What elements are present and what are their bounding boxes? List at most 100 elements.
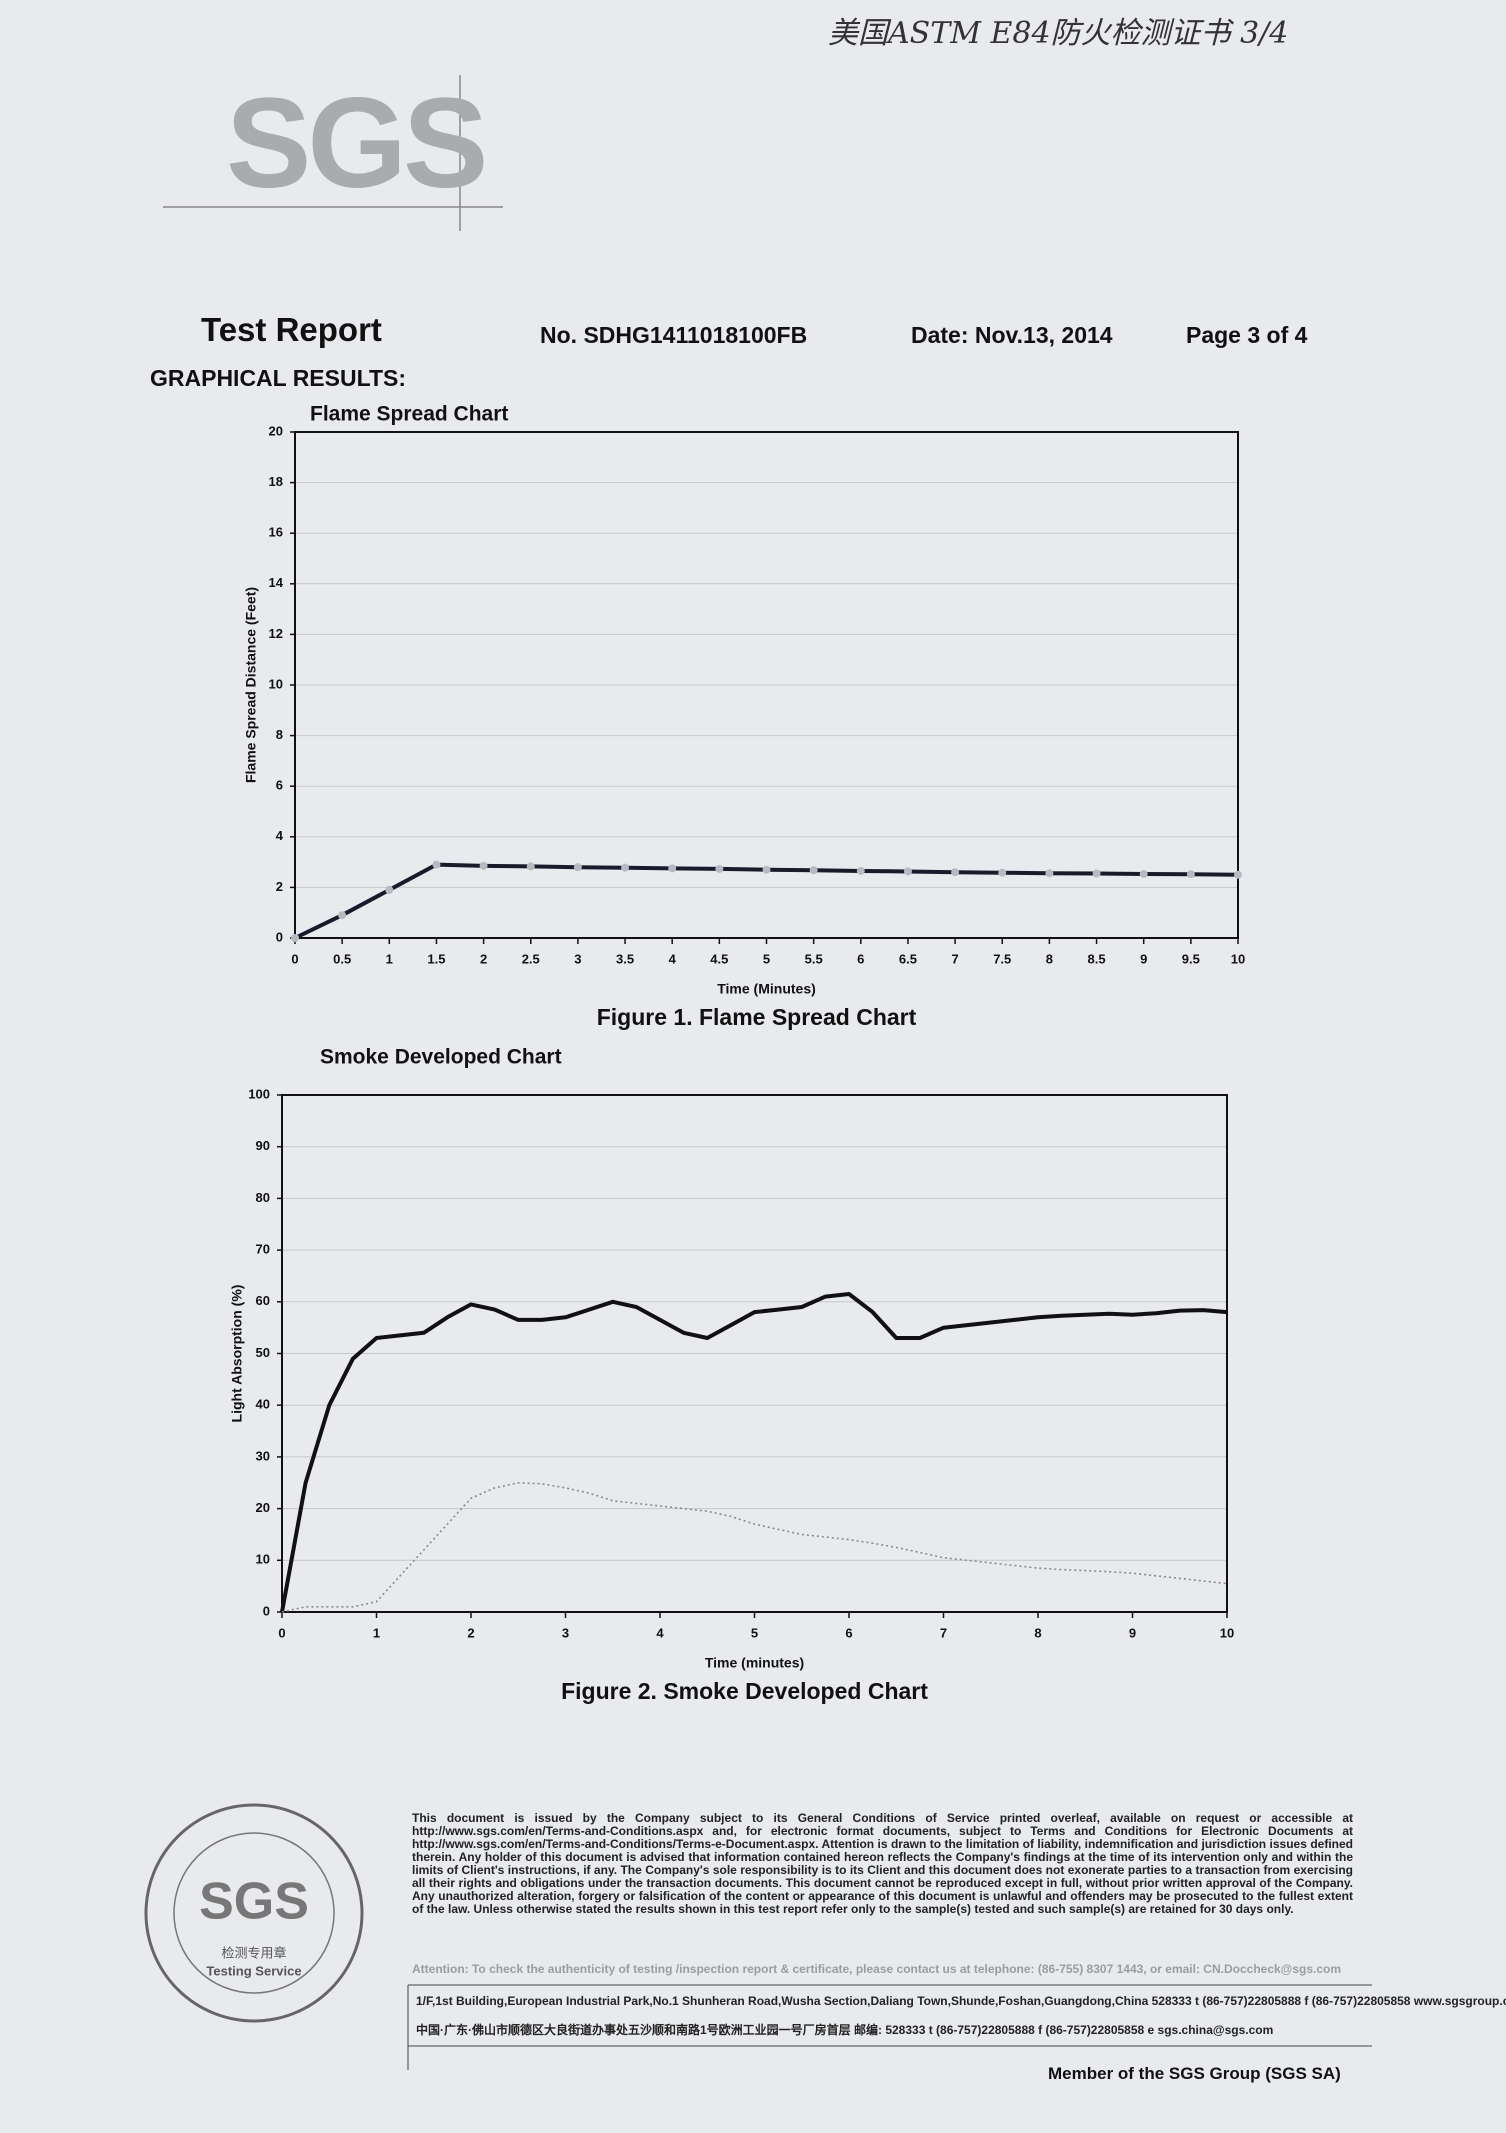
data-point xyxy=(621,863,630,872)
y-tick-label: 30 xyxy=(256,1448,270,1463)
stamp-ring xyxy=(173,1832,335,1994)
x-tick-label: 8 xyxy=(1034,1625,1041,1640)
data-point xyxy=(1139,869,1148,878)
x-tick-label: 6 xyxy=(845,1625,852,1640)
x-tick-label: 5 xyxy=(751,1625,758,1640)
x-tick-label: 8 xyxy=(1046,951,1053,966)
x-tick-label: 0.5 xyxy=(333,951,351,966)
data-point xyxy=(338,911,347,920)
x-tick-label: 3 xyxy=(562,1625,569,1640)
data-point xyxy=(1045,869,1054,878)
y-tick-label: 2 xyxy=(276,879,283,894)
y-tick-label: 40 xyxy=(256,1397,270,1412)
data-point xyxy=(762,865,771,874)
data-point xyxy=(526,862,535,871)
x-tick-label: 8.5 xyxy=(1088,951,1106,966)
x-tick-label: 9 xyxy=(1129,1625,1136,1640)
y-tick-label: 100 xyxy=(248,1086,270,1101)
x-tick-label: 4.5 xyxy=(710,951,728,966)
y-tick-label: 12 xyxy=(269,626,283,641)
data-line xyxy=(280,1292,1228,1613)
stamp-chinese: 检测专用章 xyxy=(221,1945,286,1960)
plot-frame xyxy=(294,431,1239,939)
report-title: Test Report xyxy=(201,311,382,348)
stamp-english: Testing Service xyxy=(206,1963,301,1978)
y-tick-label: 10 xyxy=(256,1552,270,1567)
y-tick-label: 8 xyxy=(276,727,283,742)
data-point xyxy=(951,868,960,877)
data-point xyxy=(1234,870,1242,879)
figure-caption: Figure 1. Flame Spread Chart xyxy=(597,1004,917,1030)
y-tick-label: 4 xyxy=(276,828,284,843)
data-point xyxy=(715,864,724,873)
plot-frame xyxy=(281,1094,1228,1613)
y-axis-label: Flame Spread Distance (Feet) xyxy=(243,587,259,783)
logo: SGS xyxy=(226,72,488,215)
data-point xyxy=(903,867,912,876)
figure-caption: Figure 2. Smoke Developed Chart xyxy=(561,1678,928,1704)
x-tick-label: 2 xyxy=(480,951,487,966)
x-tick-label: 7 xyxy=(940,1625,947,1640)
x-tick-label: 5 xyxy=(763,951,770,966)
y-tick-label: 0 xyxy=(276,929,283,944)
handwritten-note: 美国ASTM E84防火检测证书 3/4 xyxy=(828,16,1289,51)
y-tick-label: 6 xyxy=(276,778,283,793)
x-tick-label: 9 xyxy=(1140,951,1147,966)
data-point xyxy=(1092,869,1101,878)
report-number: No. SDHG1411018100FB xyxy=(540,322,808,348)
chart-title: Smoke Developed Chart xyxy=(320,1046,562,1069)
data-point xyxy=(856,866,865,875)
report-date: Date: Nov.13, 2014 xyxy=(911,322,1113,348)
y-tick-label: 60 xyxy=(256,1293,270,1308)
data-point xyxy=(573,863,582,872)
x-tick-label: 4 xyxy=(656,1625,664,1640)
data-line xyxy=(281,1482,1228,1613)
member-note: Member of the SGS Group (SGS SA) xyxy=(1048,2064,1341,2083)
x-axis-label: Time (minutes) xyxy=(705,1655,804,1671)
x-tick-label: 5.5 xyxy=(805,951,823,966)
x-tick-label: 0 xyxy=(278,1625,285,1640)
address-en: 1/F,1st Building,European Industrial Par… xyxy=(416,1994,1506,2008)
data-point xyxy=(668,864,677,873)
stamp-logo: SGS xyxy=(199,1873,309,1931)
stamp: SGS 检测专用章 Testing Service xyxy=(144,1803,364,2023)
x-tick-label: 4 xyxy=(669,951,677,966)
data-point xyxy=(385,885,394,894)
attention-note: Attention: To check the authenticity of … xyxy=(412,1962,1342,1976)
y-axis-label: Light Absorption (%) xyxy=(229,1285,245,1423)
data-point xyxy=(998,868,1007,877)
x-tick-label: 10 xyxy=(1220,1625,1234,1640)
y-tick-label: 0 xyxy=(263,1603,270,1618)
x-tick-label: 0 xyxy=(291,951,298,966)
y-tick-label: 14 xyxy=(269,575,284,590)
y-tick-label: 20 xyxy=(269,423,283,438)
data-point xyxy=(809,866,818,875)
x-tick-label: 3.5 xyxy=(616,951,634,966)
data-point xyxy=(432,860,441,869)
y-tick-label: 10 xyxy=(269,676,283,691)
chart: Smoke Developed Chart0102030405060708090… xyxy=(229,1046,1235,1705)
x-tick-label: 9.5 xyxy=(1182,951,1200,966)
x-tick-label: 7.5 xyxy=(993,951,1011,966)
y-tick-label: 90 xyxy=(256,1138,270,1153)
section-title: GRAPHICAL RESULTS: xyxy=(150,365,406,391)
chart-title: Flame Spread Chart xyxy=(310,403,508,426)
x-tick-label: 1 xyxy=(386,951,393,966)
x-tick-label: 1.5 xyxy=(427,951,445,966)
x-tick-label: 10 xyxy=(1231,951,1245,966)
data-point xyxy=(291,934,299,942)
stamp-ring xyxy=(144,1803,364,2023)
page-number: Page 3 of 4 xyxy=(1186,322,1308,348)
y-tick-label: 50 xyxy=(256,1345,270,1360)
y-tick-label: 20 xyxy=(256,1500,270,1515)
x-tick-label: 1 xyxy=(373,1625,380,1640)
y-tick-label: 16 xyxy=(269,525,283,540)
x-tick-label: 6.5 xyxy=(899,951,917,966)
address-cn: 中国·广东·佛山市顺德区大良街道办事处五沙顺和南路1号欧洲工业园一号厂房首层 邮… xyxy=(416,2023,1274,2037)
x-tick-label: 2 xyxy=(467,1625,474,1640)
disclaimer: This document is issued by the Company s… xyxy=(412,1811,1353,1916)
x-tick-label: 6 xyxy=(857,951,864,966)
